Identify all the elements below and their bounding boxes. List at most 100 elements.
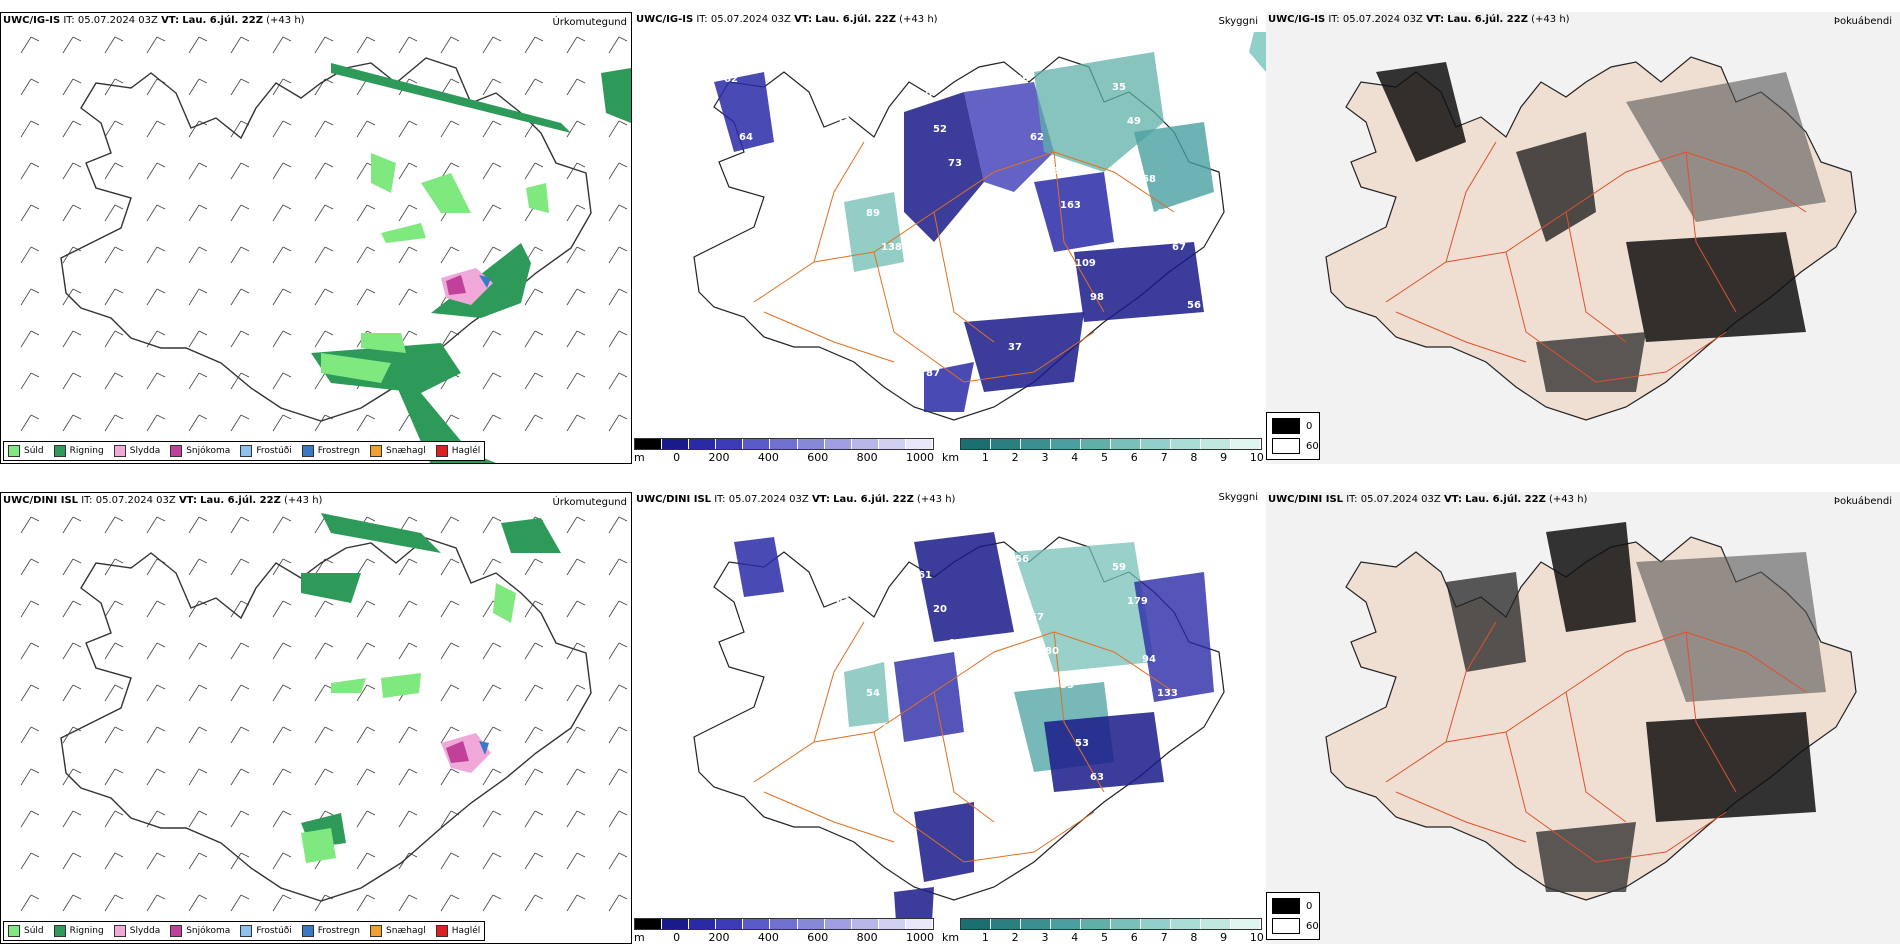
cloud-base-value: 58 bbox=[821, 562, 835, 573]
cloud-base-map: 62 97 80 88 35 64 57 52 62 49 64 51 73 58 68 237 89 159 16… bbox=[693, 32, 1266, 421]
legend-item: Haglél bbox=[435, 445, 480, 457]
cloud-base-value: 80 bbox=[1045, 646, 1059, 657]
panel-title: Þokuábendi bbox=[1833, 496, 1892, 507]
cloud-areas bbox=[734, 532, 1214, 922]
legend-item: Súld bbox=[8, 925, 44, 937]
cloud-base-value: 35 bbox=[1112, 82, 1126, 93]
legend-item: Rigning bbox=[53, 445, 104, 457]
fog-legend-bottom: 0 60 bbox=[1266, 892, 1320, 940]
road-network bbox=[753, 621, 1175, 863]
fog-map bbox=[1325, 56, 1857, 421]
fog-areas bbox=[1446, 522, 1826, 892]
cloud-base-value: 54 bbox=[866, 688, 880, 699]
legend-item: Snæhagl bbox=[370, 445, 426, 457]
cloud-base-value: 80 bbox=[918, 90, 932, 101]
cloud-base-value: 64 bbox=[754, 166, 768, 177]
panel-header: UWC/IG-IS IT: 05.07.2024 03Z VT: Lau. 6.… bbox=[3, 15, 305, 26]
cloud-base-value: 73 bbox=[948, 158, 962, 169]
cloud-base-value: 159 bbox=[963, 216, 984, 227]
panel-header: UWC/DINI ISL IT: 05.07.2024 03Z VT: Lau.… bbox=[636, 494, 956, 505]
cloud-base-value: 37 bbox=[1008, 342, 1022, 353]
precip-legend: Súld Rigning Slydda Snjókoma Frostúði Fr… bbox=[3, 921, 486, 941]
cloud-base-value: 83 bbox=[1157, 208, 1171, 219]
cloud-base-value: 69 bbox=[993, 284, 1007, 295]
cloud-base-value: 56 bbox=[1187, 300, 1201, 311]
panel-title: Skyggni bbox=[1218, 492, 1258, 503]
precip-map bbox=[20, 36, 631, 463]
cloud-base-value: 110 bbox=[896, 300, 917, 311]
cloud-base-value: 40 bbox=[993, 764, 1007, 775]
cloud-base-value: 61 bbox=[918, 570, 932, 581]
cloud-base-value: 35 bbox=[911, 334, 925, 345]
cloud-base-value: 62 bbox=[724, 74, 738, 85]
legend-item: Snæhagl bbox=[370, 925, 426, 937]
cloud-base-value: 62 bbox=[1030, 132, 1044, 143]
panel-header: UWC/DINI ISL IT: 05.07.2024 03Z VT: Lau.… bbox=[1268, 494, 1588, 505]
cloud-base-value: 68 bbox=[1142, 174, 1156, 185]
legend-item: Snjókoma bbox=[170, 445, 230, 457]
panel-title: Þokuábendi bbox=[1833, 16, 1892, 27]
legend-item: Slydda bbox=[113, 445, 160, 457]
fog-panel-top: UWC/IG-IS IT: 05.07.2024 03Z VT: Lau. 6.… bbox=[1266, 12, 1900, 464]
legend-item: Haglél bbox=[435, 925, 480, 937]
cloud-base-colorbar bbox=[634, 438, 934, 450]
cloud-base-value: 51 bbox=[851, 174, 865, 185]
panel-header: UWC/IG-IS IT: 05.07.2024 03Z VT: Lau. 6.… bbox=[636, 14, 938, 25]
cloud-base-value: 76 bbox=[784, 258, 798, 269]
cloud-base-value: 65 bbox=[948, 638, 962, 649]
precip-areas bbox=[311, 63, 631, 463]
cloud-base-value: 66 bbox=[896, 780, 910, 791]
cloud-base-value: 47 bbox=[1105, 326, 1119, 337]
cloud-base-value: 70 bbox=[978, 730, 992, 741]
legend-item: Frostregn bbox=[301, 445, 360, 457]
cloud-base-value: 57 bbox=[829, 384, 843, 395]
cloud-base-labels: 34 58 61 56 59 105 63 20 57 179 54 95 65 80 94 131 54 120… bbox=[724, 554, 1201, 817]
precip-map bbox=[20, 513, 628, 912]
cloud-base-value: 63 bbox=[836, 596, 850, 607]
iceland-coastline bbox=[60, 537, 592, 902]
cloud-base-value: 67 bbox=[1172, 242, 1186, 253]
cloud-base-value: 95 bbox=[851, 654, 865, 665]
cloud-base-value: 127 bbox=[1172, 722, 1193, 733]
cloud-base-value: 88 bbox=[1015, 74, 1029, 85]
panel-title: Skyggni bbox=[1218, 16, 1258, 27]
cloud-base-value: 53 bbox=[1075, 738, 1089, 749]
panel-header: UWC/IG-IS IT: 05.07.2024 03Z VT: Lau. 6.… bbox=[1268, 14, 1570, 25]
cloud-base-value: 54 bbox=[754, 646, 768, 657]
cloud-base-value: 59 bbox=[1112, 562, 1126, 573]
wind-barbs bbox=[20, 516, 628, 912]
cloud-base-value: 163 bbox=[1060, 200, 1081, 211]
visibility-scale-bottom: km 1 2 3 4 5 6 7 8 9 10 bbox=[942, 918, 1264, 952]
cloud-base-value: 63 bbox=[814, 326, 828, 337]
fog-areas bbox=[1376, 62, 1826, 392]
cloud-base-value: 109 bbox=[1075, 258, 1096, 269]
visibility-scale-top: km 1 2 3 4 5 6 7 8 9 10 bbox=[942, 438, 1264, 472]
cloud-base-value: 89 bbox=[866, 208, 880, 219]
road-network bbox=[1385, 621, 1807, 863]
cloud-base-value: 57 bbox=[1030, 612, 1044, 623]
legend-item: Frostúði bbox=[240, 925, 292, 937]
cloud-base-value: 43 bbox=[814, 806, 828, 817]
legend-item: Súld bbox=[8, 445, 44, 457]
cloud-base-value: 63 bbox=[1090, 772, 1104, 783]
precip-type-panel-top: UWC/IG-IS IT: 05.07.2024 03Z VT: Lau. 6.… bbox=[0, 12, 632, 464]
cloud-base-value: 83 bbox=[732, 334, 746, 345]
cloud-base-scale-bottom: m 0 200 400 600 800 1000 bbox=[634, 918, 934, 952]
legend-item: Rigning bbox=[53, 925, 104, 937]
cloud-base-value: 58 bbox=[1045, 166, 1059, 177]
cloud-base-value: 49 bbox=[1127, 116, 1141, 127]
iceland-coastline bbox=[60, 57, 592, 422]
cloud-base-value: 138 bbox=[881, 242, 902, 253]
fog-map bbox=[1325, 522, 1857, 901]
cloud-base-value: 39 bbox=[799, 772, 813, 783]
cloud-base-map: 34 58 61 56 59 105 63 20 57 179 54 95 65 80 94 131 54 120… bbox=[693, 532, 1225, 922]
fog-legend-top: 0 60 bbox=[1266, 412, 1320, 460]
legend-item: Frostúði bbox=[240, 445, 292, 457]
cloud-base-value: 97 bbox=[821, 82, 835, 93]
road-network bbox=[753, 141, 1175, 383]
cloud-base-value: 139 bbox=[881, 722, 902, 733]
precip-areas bbox=[301, 513, 561, 863]
cloud-areas bbox=[714, 32, 1266, 412]
fog-panel-bottom: UWC/DINI ISL IT: 05.07.2024 03Z VT: Lau.… bbox=[1266, 492, 1900, 944]
legend-item: Frostregn bbox=[301, 925, 360, 937]
